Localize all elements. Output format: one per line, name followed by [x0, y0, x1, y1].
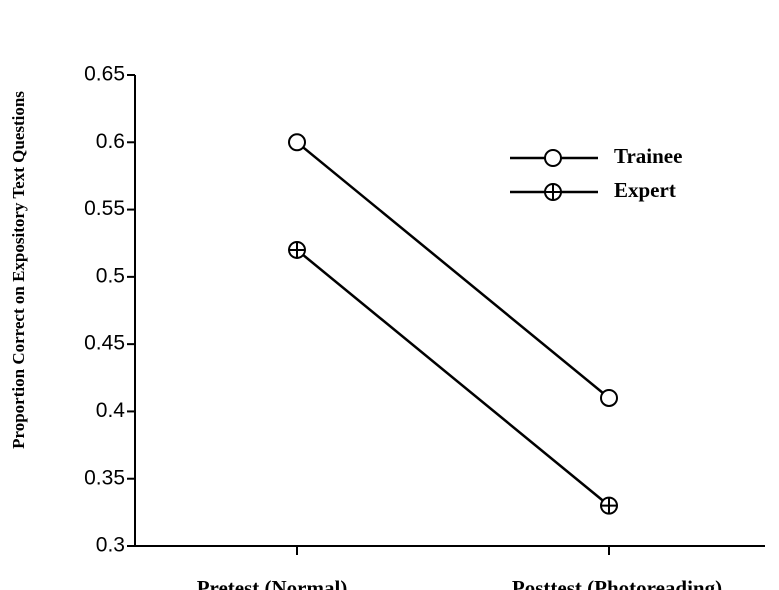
point: [288, 133, 306, 152]
legend-marker: [544, 149, 562, 167]
y-tick-label: 0.5: [96, 264, 125, 287]
y-axis-label: Proportion Correct on Expository Text Qu…: [9, 91, 28, 449]
point: [288, 240, 306, 259]
x-tick-label: Posttest (Photoreading): [512, 576, 722, 590]
y-tick-label: 0.65: [84, 63, 125, 86]
y-tick-label: 0.4: [96, 399, 126, 422]
legend-label: Trainee: [614, 144, 682, 168]
y-tick-label: 0.45: [84, 332, 125, 355]
legend-marker: [544, 183, 562, 201]
legend-label: Expert: [614, 178, 676, 202]
y-tick-label: 0.3: [96, 534, 125, 557]
point: [600, 388, 618, 407]
y-tick-label: 0.6: [96, 130, 125, 153]
y-tick-label: 0.35: [84, 466, 125, 489]
x-tick-label: Pretest (Normal): [197, 576, 348, 590]
y-tick-label: 0.55: [84, 197, 125, 220]
series-line: [296, 248, 610, 507]
point: [600, 496, 618, 515]
series-line: [296, 141, 610, 399]
